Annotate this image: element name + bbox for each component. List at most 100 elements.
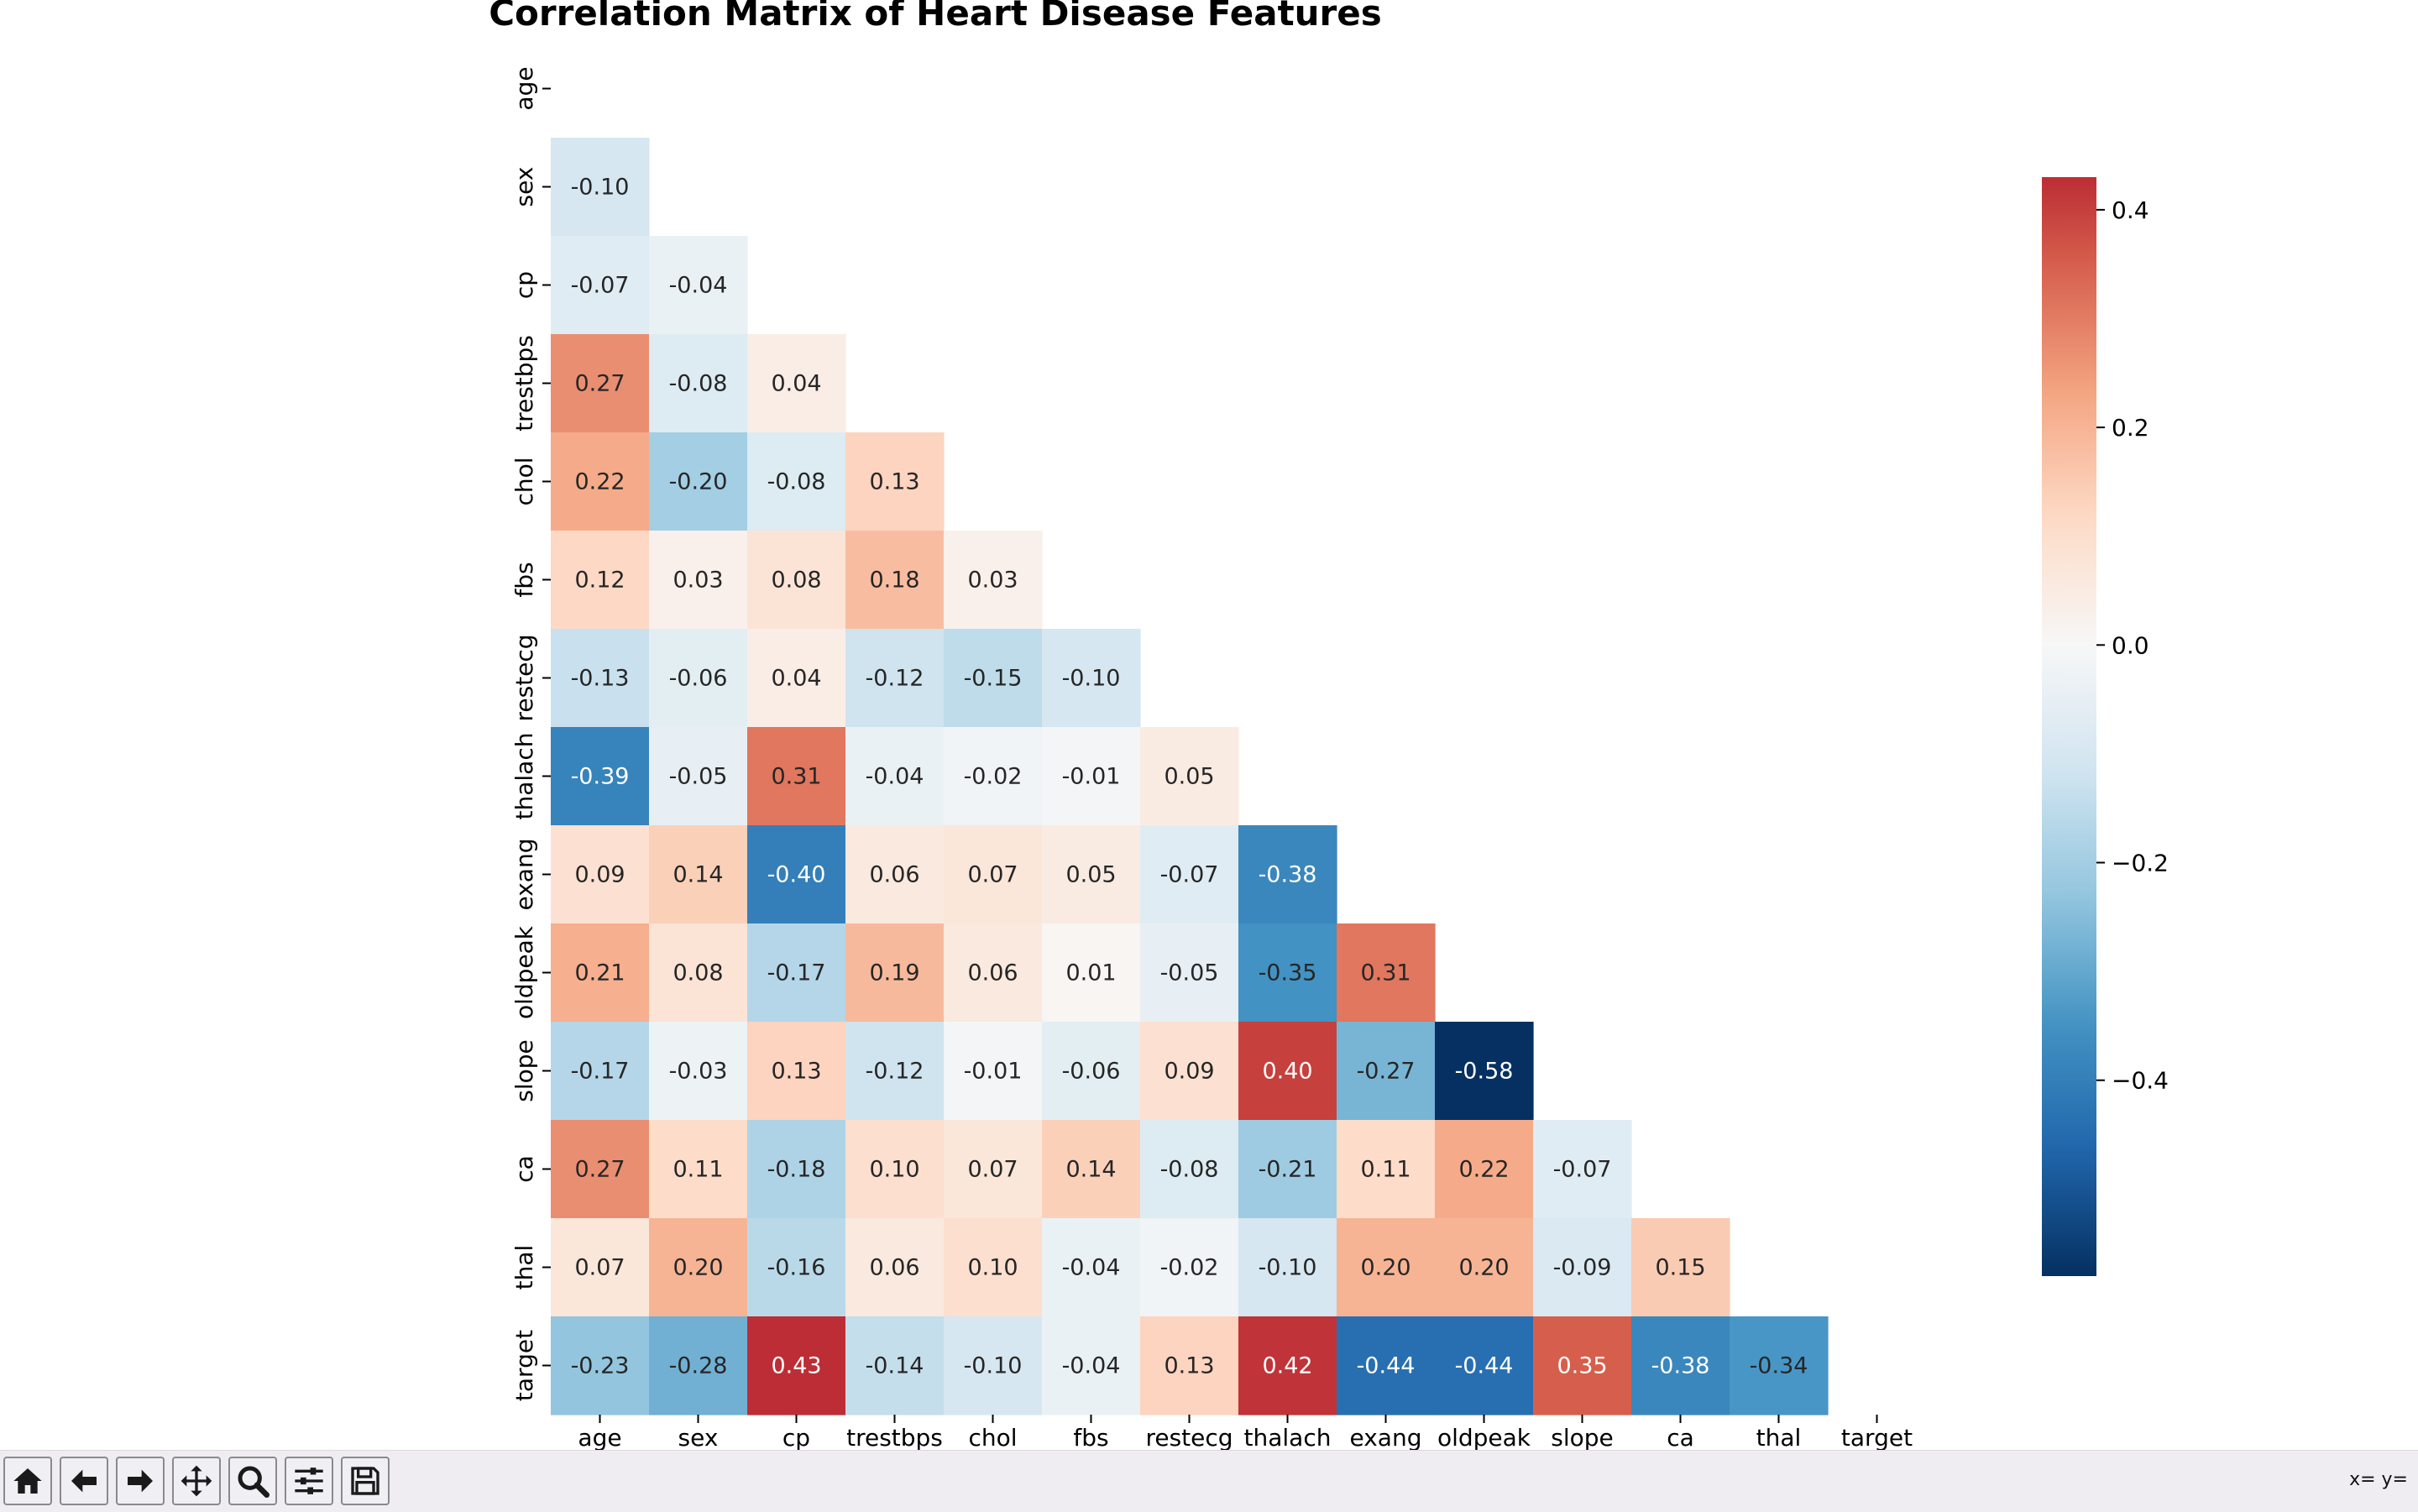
heatmap-cell	[1042, 1316, 1141, 1415]
back-button[interactable]	[60, 1457, 108, 1505]
cell-value-label: -0.39	[571, 764, 630, 790]
cell-value-label: 0.06	[869, 1255, 919, 1281]
cell-value-label: 0.10	[869, 1157, 919, 1183]
cell-value-label: 0.10	[967, 1255, 1018, 1281]
home-button[interactable]	[3, 1457, 52, 1505]
heatmap-cell	[747, 531, 846, 630]
heatmap-cell	[551, 138, 650, 237]
navigation-toolbar: x= y=	[0, 1450, 2418, 1512]
heatmap-cell	[551, 432, 650, 531]
cell-value-label: -0.44	[1455, 1353, 1514, 1379]
y-tick-label: sex	[510, 167, 538, 207]
heatmap-cell	[1042, 629, 1141, 728]
cell-value-label: -0.10	[964, 1353, 1023, 1379]
cell-value-label: -0.38	[1651, 1353, 1710, 1379]
heatmap-cell	[1042, 1022, 1141, 1121]
cell-value-label: 0.14	[1065, 1157, 1116, 1183]
y-tick-label: oldpeak	[510, 925, 538, 1019]
heatmap-cell	[747, 1022, 846, 1121]
heatmap-cell	[649, 923, 748, 1023]
x-tick-label: sex	[678, 1424, 719, 1450]
cell-value-label: 0.40	[1262, 1059, 1312, 1085]
y-tick-label: trestbps	[510, 335, 538, 432]
x-tick-label: target	[1841, 1424, 1913, 1450]
cell-value-label: 0.31	[771, 764, 821, 790]
heatmap-cell	[649, 1316, 748, 1415]
x-tick-label: thalach	[1244, 1424, 1332, 1450]
heatmap-cell	[944, 1120, 1043, 1219]
cell-value-label: 0.07	[967, 862, 1018, 888]
cell-value-label: -0.01	[964, 1059, 1023, 1085]
heatmap-cell	[1042, 727, 1141, 826]
cell-value-label: -0.02	[964, 764, 1023, 790]
cell-value-label: 0.20	[1458, 1255, 1509, 1281]
heatmap-cell	[845, 531, 945, 630]
heatmap-cell	[551, 923, 650, 1023]
heatmap-cell	[649, 236, 748, 335]
cell-value-label: 0.06	[869, 862, 919, 888]
heatmap-cell	[1238, 1218, 1337, 1317]
heatmap-cell	[551, 334, 650, 433]
cell-value-label: 0.03	[967, 568, 1018, 594]
cell-value-label: 0.27	[574, 1157, 625, 1183]
heatmap-cell	[551, 1120, 650, 1219]
cell-value-label: 0.08	[771, 568, 821, 594]
cell-value-label: 0.22	[574, 469, 625, 495]
configure-subplots-icon	[295, 1468, 323, 1494]
y-tick-label: ca	[510, 1155, 538, 1183]
heatmap-cell	[1533, 1120, 1632, 1219]
heatmap-cell	[944, 923, 1043, 1023]
cell-value-label: -0.07	[1160, 862, 1219, 888]
cell-value-label: 0.13	[771, 1059, 821, 1085]
save-button[interactable]	[341, 1457, 390, 1505]
cell-value-label: -0.04	[1062, 1255, 1121, 1281]
back-arrow-icon	[71, 1469, 97, 1493]
heatmap-cell	[649, 334, 748, 433]
heatmap-cell	[845, 825, 945, 924]
heatmap-cell	[747, 432, 846, 531]
heatmap-cell	[747, 825, 846, 924]
heatmap-cell	[1042, 1120, 1141, 1219]
cell-value-label: 0.07	[967, 1157, 1018, 1183]
cell-value-label: 0.06	[967, 960, 1018, 986]
colorbar-tick-label: −0.2	[2112, 850, 2169, 877]
heatmap-cell	[747, 1218, 846, 1317]
cell-value-label: 0.11	[673, 1157, 723, 1183]
heatmap-cell	[649, 1022, 748, 1121]
cell-value-label: 0.09	[574, 862, 625, 888]
heatmap-cell	[1140, 1218, 1239, 1317]
forward-button[interactable]	[116, 1457, 165, 1505]
heatmap-cell	[1140, 923, 1239, 1023]
cell-value-label: -0.09	[1553, 1255, 1612, 1281]
figure-canvas[interactable]: Correlation Matrix of Heart Disease Feat…	[0, 0, 2418, 1450]
x-tick-label: restecg	[1145, 1424, 1233, 1450]
heatmap-cell	[845, 1022, 945, 1121]
cell-value-label: -0.17	[767, 960, 826, 986]
pan-button[interactable]	[172, 1457, 221, 1505]
cell-value-label: 0.42	[1262, 1353, 1312, 1379]
cell-value-label: 0.05	[1164, 764, 1214, 790]
save-disk-icon	[351, 1467, 379, 1495]
cell-value-label: 0.21	[574, 960, 625, 986]
cell-value-label: -0.07	[571, 273, 630, 299]
heatmap-cell	[1140, 1022, 1239, 1121]
cell-value-label: -0.17	[571, 1059, 630, 1085]
cell-value-label: 0.13	[869, 469, 919, 495]
cell-value-label: 0.04	[771, 666, 821, 692]
cell-value-label: -0.14	[866, 1353, 924, 1379]
configure-subplots-button[interactable]	[285, 1457, 333, 1505]
cell-value-label: 0.08	[673, 960, 723, 986]
cell-value-label: -0.23	[571, 1353, 630, 1379]
y-tick-label: exang	[510, 839, 538, 911]
heatmap-cell	[944, 629, 1043, 728]
pan-move-icon	[181, 1465, 212, 1497]
cell-value-label: 0.20	[673, 1255, 723, 1281]
heatmap-cell	[649, 1120, 748, 1219]
y-tick-label: fbs	[510, 562, 538, 597]
heatmap-cell	[551, 629, 650, 728]
heatmap-cells: -0.10 -0.07 -0.04 0.27 -0.08 0.04 0.22 -0.20 -0.…	[551, 138, 1829, 1415]
zoom-button[interactable]	[228, 1457, 277, 1505]
x-tick-label: age	[578, 1424, 621, 1450]
colorbar-tick-label: 0.4	[2112, 196, 2149, 224]
cell-value-label: -0.01	[1062, 764, 1121, 790]
